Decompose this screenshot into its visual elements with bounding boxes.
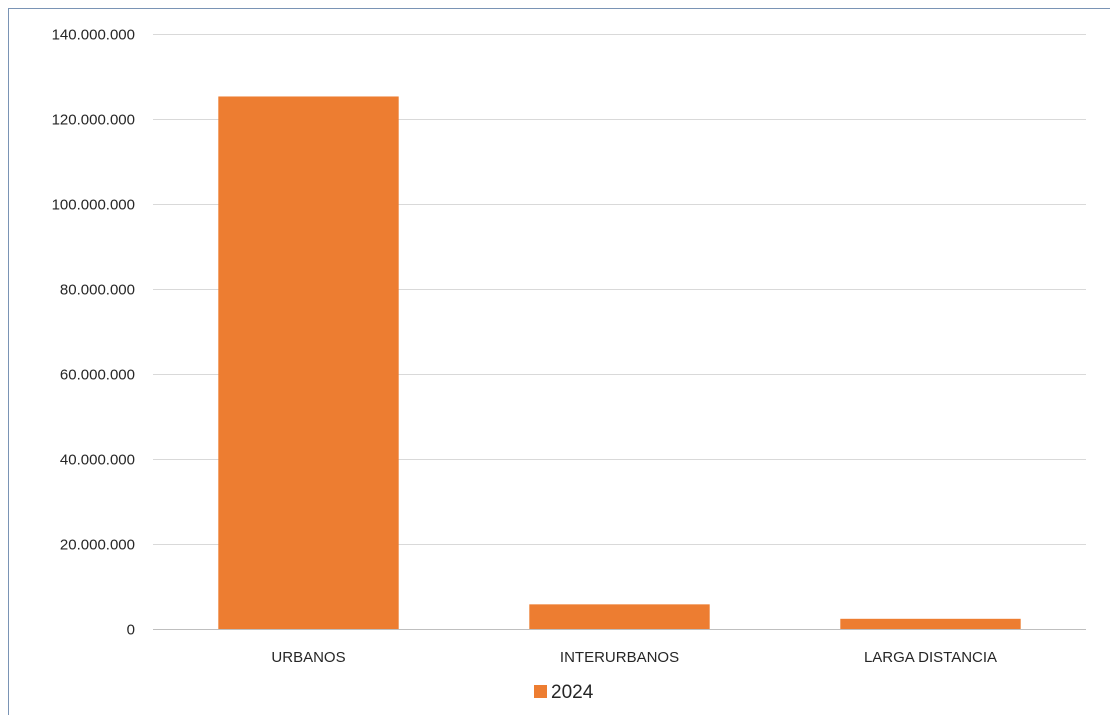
legend-swatch bbox=[534, 685, 547, 698]
y-tick-label: 0 bbox=[127, 622, 135, 639]
y-tick-label: 100.000.000 bbox=[52, 197, 135, 214]
chart-frame bbox=[8, 8, 1110, 715]
bar-larga-distancia bbox=[840, 618, 1021, 629]
y-tick-label: 60.000.000 bbox=[60, 367, 135, 384]
y-tick-label: 20.000.000 bbox=[60, 537, 135, 554]
x-axis-category-labels: URBANOS INTERURBANOS LARGA DISTANCIA bbox=[271, 649, 997, 666]
x-category-label: INTERURBANOS bbox=[560, 649, 679, 666]
legend: 2024 bbox=[534, 682, 594, 703]
y-axis-tick-labels: 0 20.000.000 40.000.000 60.000.000 80.000.00… bbox=[52, 27, 135, 639]
bars bbox=[218, 96, 1021, 630]
y-tick-label: 80.000.000 bbox=[60, 282, 135, 299]
bar-urbanos bbox=[218, 96, 399, 630]
bar-interurbanos bbox=[529, 604, 710, 629]
x-category-label: LARGA DISTANCIA bbox=[864, 649, 997, 666]
y-tick-label: 120.000.000 bbox=[52, 112, 135, 129]
y-tick-label: 40.000.000 bbox=[60, 452, 135, 469]
x-category-label: URBANOS bbox=[271, 649, 345, 666]
y-tick-label: 140.000.000 bbox=[52, 27, 135, 44]
legend-label: 2024 bbox=[551, 682, 594, 703]
